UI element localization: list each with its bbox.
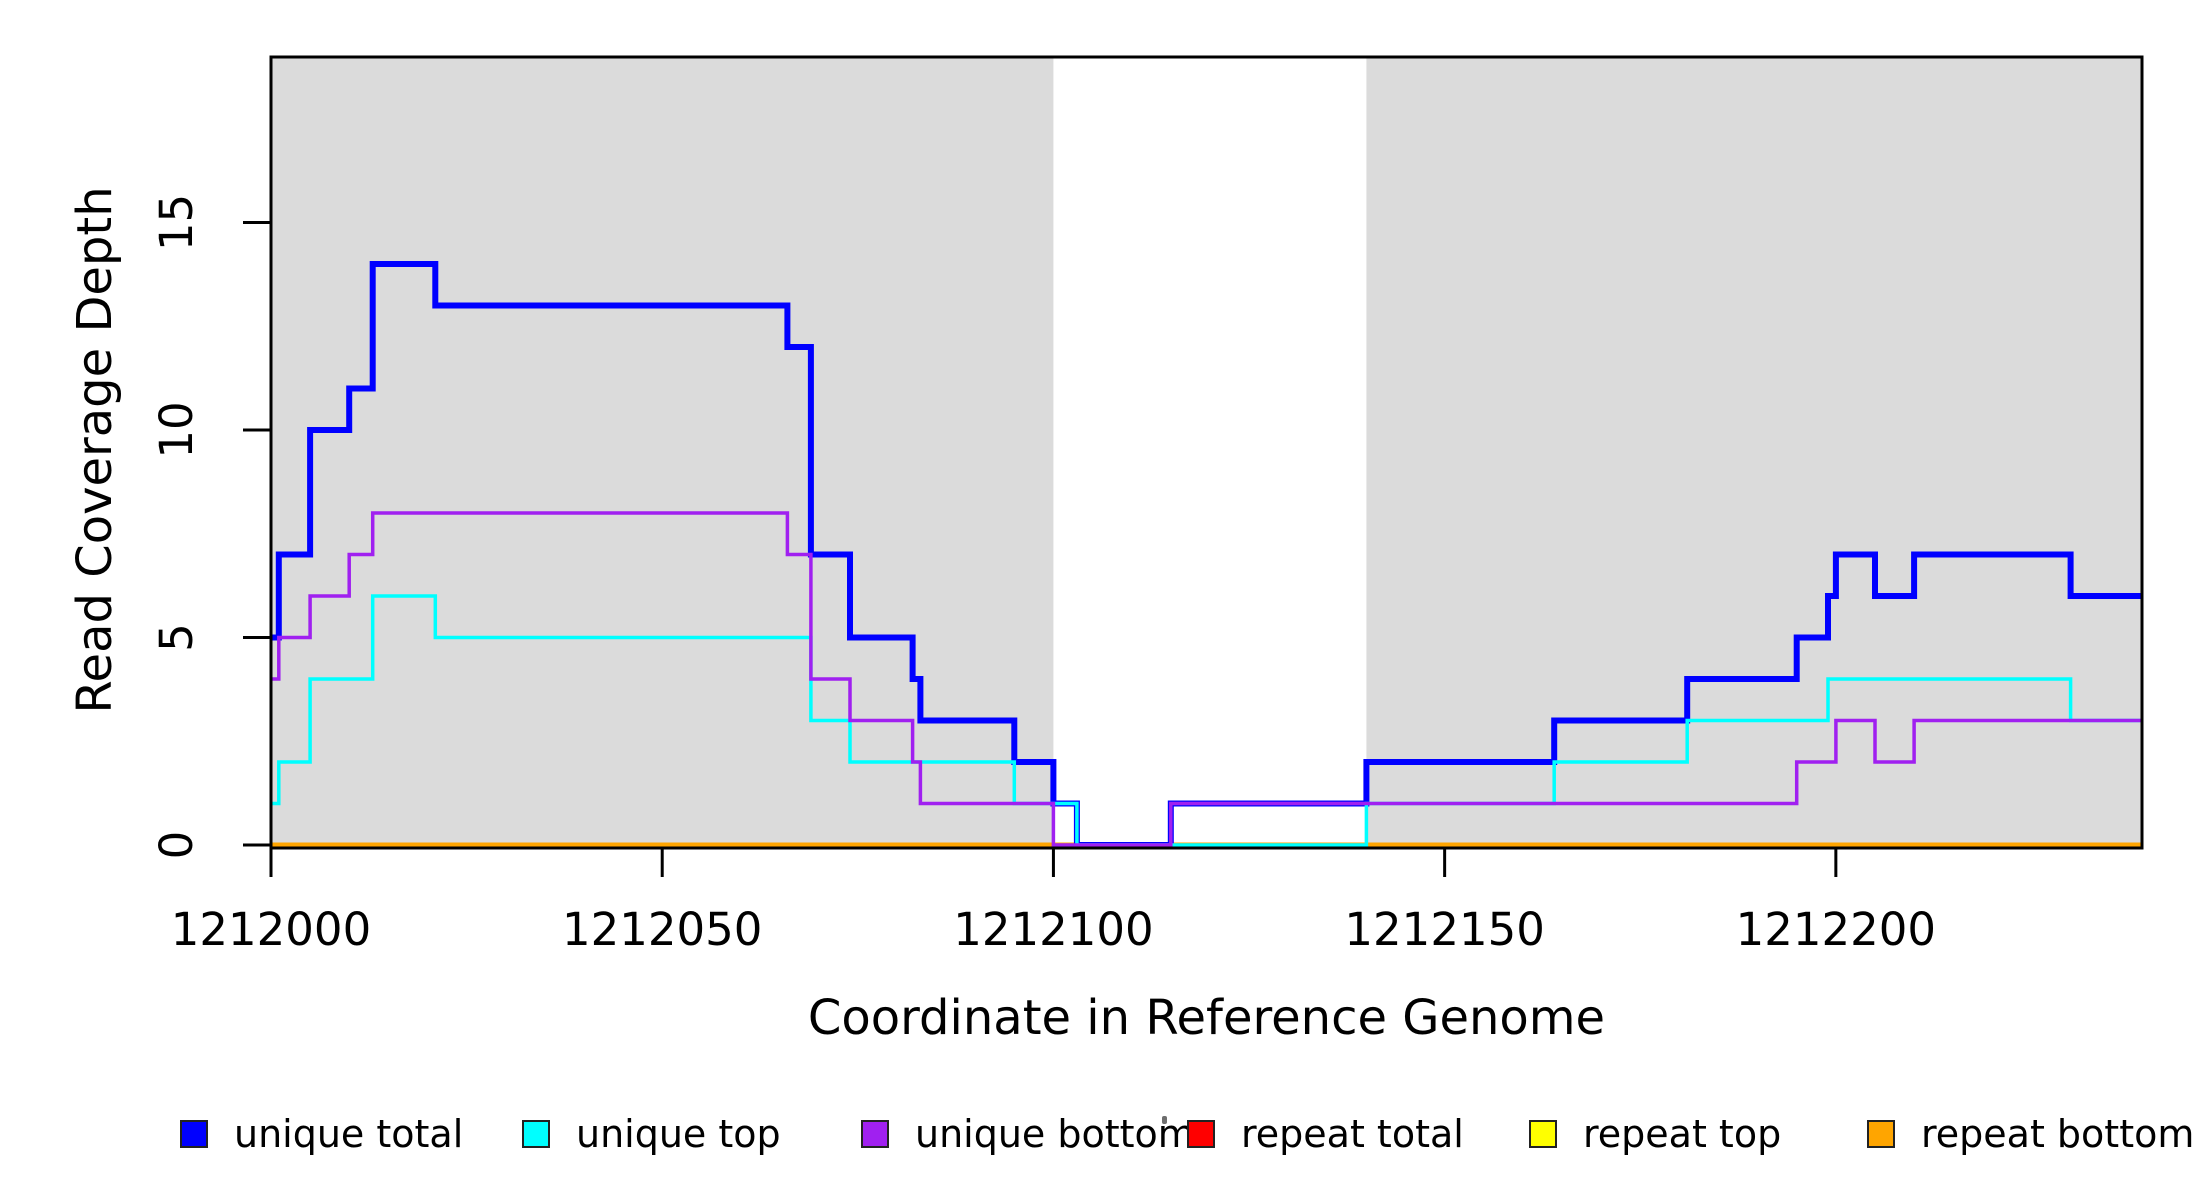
legend-item-repeat-total: repeat total [1187,1112,1464,1156]
legend-label: unique total [234,1112,464,1156]
y-axis-title: Read Coverage Depth [67,186,123,714]
x-tick-label: 1212100 [953,903,1153,956]
x-tick-label: 1212200 [1736,903,1936,956]
y-tick-label: 5 [150,623,203,652]
legend-item-unique-total: unique total [180,1112,463,1156]
y-tick-label: 0 [150,831,203,860]
legend-item-unique-top: unique top [522,1112,781,1156]
legend-swatch-icon [1529,1120,1557,1148]
axis-ticks-layer [243,221,1838,877]
stray-mark-artifact [1162,1116,1167,1124]
legend-label: repeat bottom [1921,1112,2195,1156]
y-tick-label: 10 [150,401,203,458]
series-line-unique-bottom [271,511,2141,847]
shaded-region-1 [271,58,1054,847]
y-tick-label: 15 [150,194,203,251]
legend-item-unique-bottom: unique bottom [861,1112,1195,1156]
series-lines-layer [271,261,2141,848]
legend: unique total unique top unique bottom repea… [0,1112,2200,1156]
series-line-unique-top [271,594,2141,847]
legend-label: unique bottom [915,1112,1195,1156]
plot-box-border [269,55,2144,850]
legend-label: repeat top [1583,1112,1782,1156]
shaded-region-2 [1366,58,2141,847]
x-tick-label: 1212050 [562,903,762,956]
legend-swatch-icon [861,1120,889,1148]
legend-swatch-icon [522,1120,550,1148]
series-line-unique-total [271,261,2141,848]
legend-item-repeat-top: repeat top [1529,1112,1781,1156]
legend-swatch-icon [180,1120,208,1148]
x-axis-title: Coordinate in Reference Genome [807,990,1606,1046]
shaded-regions-layer [271,58,2141,847]
legend-swatch-icon [1187,1120,1215,1148]
legend-label: unique top [576,1112,781,1156]
legend-label: repeat total [1241,1112,1464,1156]
legend-swatch-icon [1867,1120,1895,1148]
x-tick-label: 1212000 [171,903,371,956]
axis-tick-labels-layer: 1212000 1212050 1212100 1212150 1212200 0 5 10 1… [150,194,1936,956]
x-tick-label: 1212150 [1344,903,1544,956]
legend-item-repeat-bottom: repeat bottom [1867,1112,2194,1156]
